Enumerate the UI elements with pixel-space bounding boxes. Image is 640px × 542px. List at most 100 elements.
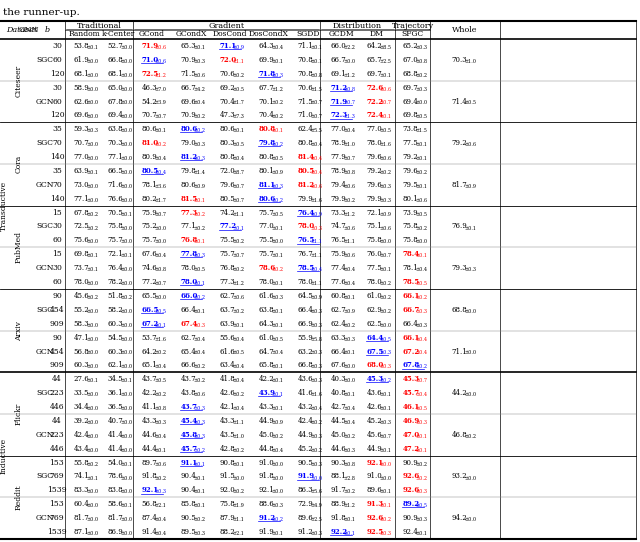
Text: 81.2: 81.2 <box>298 181 315 189</box>
Text: ±0.1: ±0.1 <box>271 322 284 328</box>
Text: 75.8: 75.8 <box>403 223 419 230</box>
Text: 91.0: 91.0 <box>367 473 383 481</box>
Text: 39.2: 39.2 <box>74 417 90 425</box>
Text: 67.5: 67.5 <box>367 347 384 356</box>
Text: ±0.6: ±0.6 <box>380 156 391 161</box>
Text: 78.0: 78.0 <box>367 139 383 147</box>
Text: 63.4: 63.4 <box>220 362 236 370</box>
Text: 70.8: 70.8 <box>298 70 314 78</box>
Text: ±0.5: ±0.5 <box>415 406 428 411</box>
Text: ±0.4: ±0.4 <box>415 267 428 272</box>
Text: ±0.0: ±0.0 <box>380 240 392 244</box>
Text: 909: 909 <box>50 320 64 328</box>
Text: 76.4: 76.4 <box>108 264 124 272</box>
Text: 71.4: 71.4 <box>452 98 467 106</box>
Text: ±0.1: ±0.1 <box>415 434 428 439</box>
Text: 30: 30 <box>52 264 62 272</box>
Text: 909: 909 <box>50 362 64 370</box>
Text: ±0.3: ±0.3 <box>310 322 323 328</box>
Text: 77.2: 77.2 <box>220 223 237 230</box>
Text: 77.8: 77.8 <box>180 250 198 259</box>
Text: 69.6: 69.6 <box>74 112 90 119</box>
Text: Arxiv: Arxiv <box>15 321 23 340</box>
Text: ±1.7: ±1.7 <box>232 100 244 106</box>
Text: ±0.3: ±0.3 <box>271 295 284 300</box>
Text: 59.3: 59.3 <box>74 125 90 133</box>
Text: ±2.1: ±2.1 <box>232 531 244 536</box>
Text: ±0.3: ±0.3 <box>310 531 323 536</box>
Text: 92.1: 92.1 <box>141 486 159 494</box>
Text: 75.8: 75.8 <box>403 236 419 244</box>
Text: 140: 140 <box>50 195 64 203</box>
Text: GCN: GCN <box>36 347 54 356</box>
Text: 78.0: 78.0 <box>367 278 383 286</box>
Text: 90.5: 90.5 <box>180 514 196 522</box>
Text: 62.4: 62.4 <box>331 320 346 328</box>
Text: ±0.3: ±0.3 <box>310 434 323 439</box>
Text: 70: 70 <box>52 139 62 147</box>
Text: ±0.5: ±0.5 <box>154 378 166 383</box>
Text: ±0.3: ±0.3 <box>271 73 284 78</box>
Text: 80.8: 80.8 <box>298 139 314 147</box>
Text: 70: 70 <box>52 181 62 189</box>
Text: 71.0: 71.0 <box>298 112 314 119</box>
Text: 54.5: 54.5 <box>108 334 124 341</box>
Text: ±0.0: ±0.0 <box>120 170 132 175</box>
Text: 91.2: 91.2 <box>259 514 276 522</box>
Text: 71.6: 71.6 <box>108 181 124 189</box>
Text: GCN: GCN <box>36 264 54 272</box>
Text: 83.3: 83.3 <box>74 486 89 494</box>
Text: ±7.0: ±7.0 <box>154 87 166 92</box>
Text: ±1.7: ±1.7 <box>154 198 166 203</box>
Text: 58.3: 58.3 <box>74 320 90 328</box>
Text: 78.5: 78.5 <box>298 264 315 272</box>
Text: 79.6: 79.6 <box>367 181 383 189</box>
Text: 36.1: 36.1 <box>108 389 124 397</box>
Text: ±0.2: ±0.2 <box>271 267 284 272</box>
Text: 71.2: 71.2 <box>331 83 348 92</box>
Text: ±0.0: ±0.0 <box>86 198 99 203</box>
Text: 43.7: 43.7 <box>180 375 196 383</box>
Text: DosCond: DosCond <box>212 30 247 38</box>
Text: 72.4: 72.4 <box>367 112 384 119</box>
Text: ±0.3: ±0.3 <box>380 531 391 536</box>
Text: 60: 60 <box>52 278 62 286</box>
Text: 66.4: 66.4 <box>298 306 314 314</box>
Text: ±0.0: ±0.0 <box>86 114 99 119</box>
Text: ±0.0: ±0.0 <box>86 337 99 341</box>
Text: ±0.0: ±0.0 <box>464 517 476 522</box>
Text: 78.6: 78.6 <box>259 264 276 272</box>
Text: ±0.2: ±0.2 <box>86 462 99 467</box>
Text: GCN: GCN <box>36 181 54 189</box>
Text: ±0.5: ±0.5 <box>415 211 428 217</box>
Text: 70.3: 70.3 <box>108 139 124 147</box>
Text: ±3.6: ±3.6 <box>154 184 166 189</box>
Text: 72.6: 72.6 <box>367 83 384 92</box>
Text: Trajectory: Trajectory <box>392 22 433 29</box>
Text: ±0.1: ±0.1 <box>271 128 284 133</box>
Text: 60.8: 60.8 <box>331 292 346 300</box>
Text: ±7.3: ±7.3 <box>232 114 244 119</box>
Text: ±0.0: ±0.0 <box>120 337 132 341</box>
Text: ±0.1: ±0.1 <box>380 489 391 494</box>
Text: 83.8: 83.8 <box>108 486 124 494</box>
Text: 79.8: 79.8 <box>259 139 276 147</box>
Text: 78.0: 78.0 <box>259 278 275 286</box>
Text: ±0.4: ±0.4 <box>154 170 166 175</box>
Text: ±0.0: ±0.0 <box>120 267 132 272</box>
Text: 79.3: 79.3 <box>452 264 467 272</box>
Text: ±0.0: ±0.0 <box>120 322 132 328</box>
Text: ±0.2: ±0.2 <box>310 448 323 453</box>
Text: 75.9: 75.9 <box>141 209 157 217</box>
Text: ±0.0: ±0.0 <box>464 475 476 481</box>
Text: ±0.9: ±0.9 <box>271 170 284 175</box>
Text: ±0.7: ±0.7 <box>154 211 166 217</box>
Text: ±0.2: ±0.2 <box>271 114 284 119</box>
Text: ±0.2: ±0.2 <box>271 434 284 439</box>
Text: ±0.1: ±0.1 <box>271 392 284 397</box>
Text: 76.0: 76.0 <box>367 250 383 259</box>
Text: ±0.2: ±0.2 <box>193 295 205 300</box>
Text: 140: 140 <box>50 153 64 161</box>
Text: ±0.0: ±0.0 <box>380 462 392 467</box>
Text: 79.9: 79.9 <box>367 195 383 203</box>
